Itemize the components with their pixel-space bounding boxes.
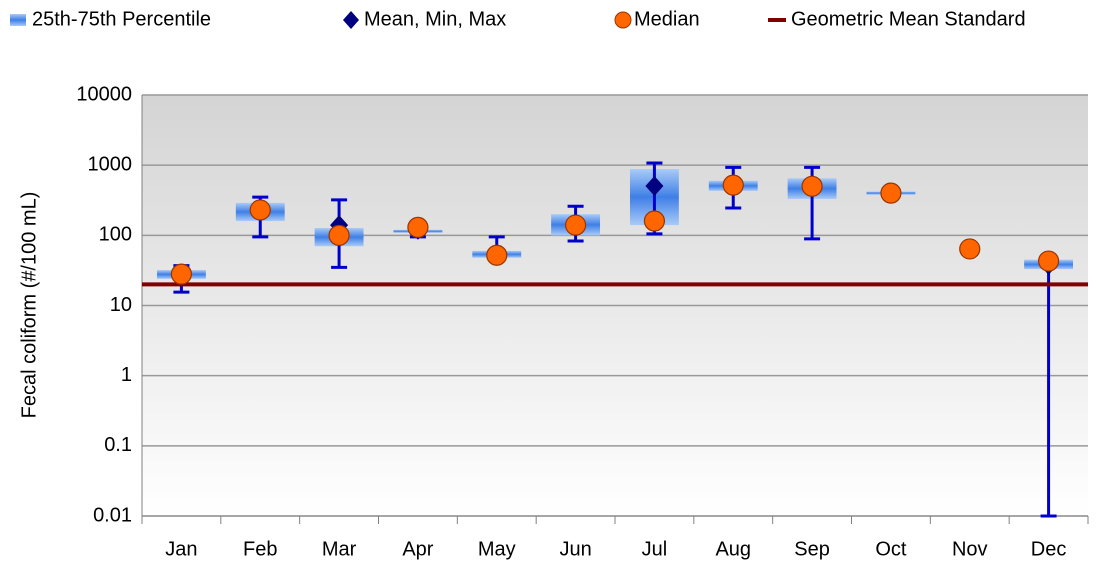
median-marker bbox=[407, 216, 429, 238]
legend-label: Geometric Mean Standard bbox=[791, 8, 1026, 30]
y-tick-label: 100 bbox=[99, 224, 132, 246]
y-tick-label: 10000 bbox=[76, 83, 132, 105]
legend-label: Mean, Min, Max bbox=[364, 8, 506, 30]
x-tick-label: Apr bbox=[402, 538, 433, 560]
y-tick-label: 1 bbox=[121, 364, 132, 386]
median-marker bbox=[170, 263, 193, 285]
median-marker bbox=[328, 224, 350, 246]
x-tick-label: May bbox=[478, 538, 516, 560]
x-tick-label: Dec bbox=[1031, 538, 1067, 560]
x-tick-label: Jan bbox=[165, 538, 197, 560]
x-tick-label: Jul bbox=[642, 538, 668, 560]
x-tick-label: Aug bbox=[715, 538, 751, 560]
legend-icon-mean bbox=[343, 11, 359, 29]
median-marker bbox=[801, 175, 823, 197]
legend-icon-box bbox=[10, 14, 26, 26]
median-marker bbox=[880, 182, 902, 204]
y-tick-label: 10 bbox=[110, 294, 132, 316]
median-marker bbox=[486, 244, 508, 266]
legend-label: Median bbox=[634, 8, 700, 30]
y-tick-label: 0.01 bbox=[93, 504, 132, 526]
x-tick-label: Jun bbox=[559, 538, 591, 560]
y-tick-label: 1000 bbox=[88, 153, 133, 175]
median-marker bbox=[249, 199, 271, 221]
x-tick-label: Sep bbox=[794, 538, 830, 560]
median-marker bbox=[722, 174, 744, 196]
x-tick-label: Nov bbox=[952, 538, 988, 560]
legend-icon-median bbox=[614, 11, 632, 29]
median-marker bbox=[564, 214, 587, 236]
x-tick-label: Feb bbox=[243, 538, 277, 560]
median-marker bbox=[959, 238, 981, 260]
median-marker bbox=[1037, 250, 1060, 272]
median-marker bbox=[643, 210, 666, 232]
y-axis-label: Fecal coliform (#/100 mL) bbox=[18, 192, 40, 419]
mean-marker bbox=[645, 175, 664, 196]
x-tick-label: Oct bbox=[875, 538, 907, 560]
y-tick-label: 0.1 bbox=[104, 434, 132, 456]
x-tick-label: Mar bbox=[322, 538, 357, 560]
legend-label: 25th-75th Percentile bbox=[32, 8, 211, 30]
